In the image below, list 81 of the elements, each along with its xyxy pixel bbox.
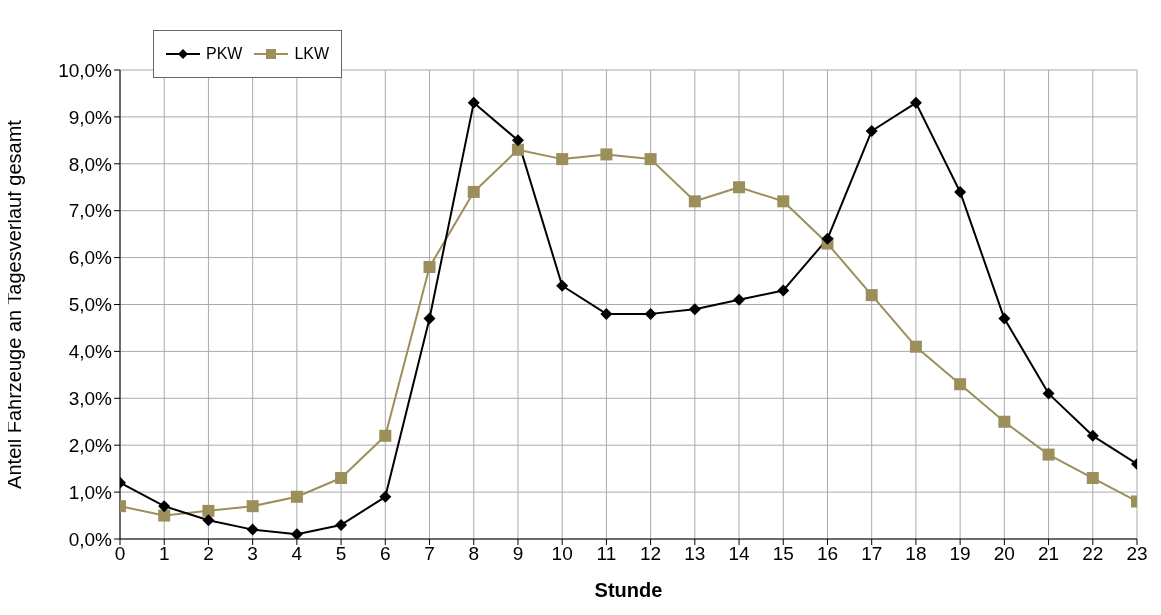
x-tick-label: 22 bbox=[1082, 543, 1104, 565]
point bbox=[688, 195, 701, 208]
point bbox=[909, 96, 922, 109]
point bbox=[1042, 448, 1055, 461]
point bbox=[688, 303, 701, 316]
x-tick-label: 19 bbox=[949, 543, 971, 565]
x-tick-label: 21 bbox=[1037, 543, 1060, 565]
x-tick-label: 16 bbox=[816, 543, 839, 565]
y-tick-label: 7,0% bbox=[68, 200, 113, 222]
point bbox=[777, 284, 790, 297]
x-tick-label: 2 bbox=[203, 543, 214, 565]
point bbox=[556, 279, 569, 292]
point bbox=[998, 415, 1011, 428]
point bbox=[733, 181, 746, 194]
y-tick-label: 5,0% bbox=[68, 294, 113, 316]
point bbox=[423, 260, 436, 273]
point bbox=[600, 307, 613, 320]
point bbox=[158, 500, 171, 513]
point bbox=[821, 232, 834, 245]
x-tick-label: 15 bbox=[772, 543, 794, 565]
x-tick-label: 8 bbox=[468, 543, 480, 565]
x-tick-label: 1 bbox=[158, 543, 170, 565]
x-tick-label: 10 bbox=[551, 543, 573, 565]
y-tick-label: 6,0% bbox=[68, 247, 113, 269]
point bbox=[644, 307, 657, 320]
legend-label: LKW bbox=[293, 45, 330, 63]
point bbox=[954, 185, 967, 198]
x-axis-title: Stunde bbox=[594, 579, 663, 601]
y-tick-label: 1,0% bbox=[68, 481, 113, 503]
point bbox=[998, 312, 1011, 325]
point bbox=[511, 134, 524, 147]
point bbox=[1042, 387, 1055, 400]
point bbox=[423, 312, 436, 325]
y-tick-label: 4,0% bbox=[68, 341, 113, 363]
point bbox=[158, 509, 171, 522]
x-tick-label: 12 bbox=[640, 543, 662, 565]
point bbox=[467, 96, 480, 109]
point bbox=[467, 185, 480, 198]
x-tick-label: 6 bbox=[380, 543, 391, 565]
x-tick-label: 14 bbox=[728, 543, 751, 565]
point bbox=[556, 153, 569, 166]
y-tick-label: 0,0% bbox=[68, 528, 113, 550]
x-tick-label: 3 bbox=[247, 543, 258, 565]
x-tick-label: 17 bbox=[861, 543, 883, 565]
point bbox=[644, 153, 657, 166]
point bbox=[865, 289, 878, 302]
point bbox=[202, 504, 215, 517]
x-tick-label: 23 bbox=[1126, 543, 1148, 565]
point bbox=[335, 518, 348, 531]
y-tick-label: 3,0% bbox=[68, 388, 113, 410]
x-tick-label: 9 bbox=[512, 543, 524, 565]
point bbox=[777, 195, 790, 208]
point bbox=[379, 490, 392, 503]
point bbox=[246, 500, 259, 513]
point bbox=[1086, 472, 1099, 485]
point bbox=[202, 514, 215, 527]
point bbox=[379, 429, 392, 442]
point bbox=[246, 523, 259, 536]
y-tick-label: 2,0% bbox=[68, 434, 113, 456]
point bbox=[865, 124, 878, 137]
point bbox=[733, 293, 746, 306]
point bbox=[600, 148, 613, 161]
x-tick-label: 11 bbox=[596, 543, 617, 565]
x-tick-label: 4 bbox=[291, 543, 303, 565]
x-tick-label: 0 bbox=[114, 543, 126, 565]
point bbox=[954, 378, 967, 391]
x-tick-label: 20 bbox=[993, 543, 1015, 565]
x-tick-label: 5 bbox=[335, 543, 347, 565]
point bbox=[290, 528, 303, 539]
x-tick-label: 18 bbox=[905, 543, 927, 565]
point bbox=[909, 340, 922, 353]
point bbox=[335, 472, 348, 485]
y-tick-label: 9,0% bbox=[68, 106, 113, 128]
x-tick-label: 13 bbox=[684, 543, 706, 565]
legend-label: PKW bbox=[205, 45, 243, 63]
y-tick-label: 8,0% bbox=[68, 153, 113, 175]
x-tick-label: 7 bbox=[424, 543, 435, 565]
point bbox=[1086, 429, 1099, 442]
y-tick-label: 10,0% bbox=[58, 59, 113, 81]
point bbox=[511, 143, 524, 156]
point bbox=[290, 490, 303, 503]
